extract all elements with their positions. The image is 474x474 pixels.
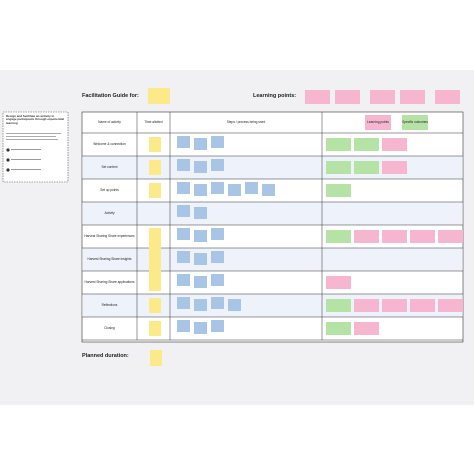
sticky-note [365, 115, 391, 130]
row-shade [82, 202, 463, 225]
sticky-note [211, 159, 224, 171]
column-header: Name of activity [98, 119, 121, 124]
sticky-note [194, 138, 207, 150]
sticky-note [228, 184, 241, 196]
sticky-note [149, 228, 161, 291]
sticky-note [177, 274, 190, 286]
sticky-note [410, 299, 435, 312]
activity-name: Welcome & connection [93, 141, 126, 146]
sticky-note [335, 90, 360, 104]
learning-points-label: Learning points: [253, 93, 297, 99]
sticky-note [211, 136, 224, 148]
note-line [6, 133, 61, 134]
activity-name: Set up points [100, 187, 119, 192]
sticky-note [438, 299, 463, 312]
sticky-note [326, 276, 351, 289]
left-note-title: Design and facilitate an activity to eng… [6, 114, 65, 125]
sticky-note [177, 228, 190, 240]
sticky-note [410, 230, 435, 243]
bullet [6, 168, 10, 172]
sticky-note [354, 322, 379, 335]
sticky-note [194, 322, 207, 334]
sticky-note [228, 299, 241, 311]
outcomes-header: Specific outcomes [402, 119, 428, 124]
sticky-note [382, 161, 407, 174]
bullet [6, 148, 10, 152]
sticky-note [149, 137, 161, 152]
sticky-note [149, 183, 161, 198]
sticky-note [400, 90, 425, 104]
activity-name: Closing [104, 325, 115, 330]
activity-name: Harvest Sharing Share experiences [84, 233, 135, 238]
sticky-note [149, 321, 161, 336]
bullet [6, 158, 10, 162]
sticky-note [211, 274, 224, 286]
note-line [6, 136, 56, 137]
sticky-note [354, 161, 379, 174]
sticky-note [326, 138, 351, 151]
sticky-note [438, 230, 463, 243]
sticky-note [354, 138, 379, 151]
sticky-note [326, 161, 351, 174]
learning-header: Learning points [367, 119, 389, 124]
note-line [11, 159, 41, 160]
activity-name: Harvest Sharing Share applications [84, 279, 135, 284]
sticky-note [194, 161, 207, 173]
sticky-note [194, 276, 207, 288]
sticky-note [382, 138, 407, 151]
sticky-note [194, 253, 207, 265]
sticky-note [211, 297, 224, 309]
activity-name: Set context [101, 164, 118, 169]
sticky-note [370, 90, 395, 104]
sticky-note [148, 88, 170, 104]
row-shade [82, 248, 463, 271]
column-header: Time allotted [144, 119, 163, 124]
sticky-note [177, 320, 190, 332]
left-note-box [2, 111, 69, 183]
sticky-note [382, 299, 407, 312]
sticky-note [305, 90, 330, 104]
sticky-note [435, 90, 460, 104]
column-header: Steps / process being used [226, 119, 266, 124]
sticky-note [211, 251, 224, 263]
sticky-note [177, 251, 190, 263]
sticky-note [177, 205, 190, 217]
planned-duration-label: Planned duration: [82, 353, 129, 359]
sticky-note [326, 230, 351, 243]
sticky-note [354, 299, 379, 312]
sticky-note [149, 298, 161, 313]
sticky-note [326, 184, 351, 197]
sticky-note [326, 322, 351, 335]
activity-name: Reflections [101, 302, 118, 307]
sticky-note [402, 115, 428, 130]
sticky-note [211, 228, 224, 240]
sticky-note [211, 182, 224, 194]
note-line [6, 139, 58, 140]
guide-title: Facilitation Guide for: [82, 93, 139, 99]
note-line [11, 169, 41, 170]
sticky-note [194, 184, 207, 196]
sticky-note [177, 159, 190, 171]
sticky-note [194, 299, 207, 311]
sticky-note [211, 320, 224, 332]
sticky-note [262, 184, 275, 196]
sticky-note [245, 182, 258, 194]
activity-name: Harvest Sharing Share insights [87, 256, 132, 261]
sticky-note [177, 136, 190, 148]
sticky-note [382, 230, 407, 243]
sticky-note [150, 350, 162, 366]
sticky-note [149, 160, 161, 175]
activity-name: Activity [104, 210, 115, 215]
sticky-note [194, 230, 207, 242]
sticky-note [194, 207, 207, 219]
sticky-note [354, 230, 379, 243]
sticky-note [326, 299, 351, 312]
note-line [11, 149, 41, 150]
sticky-note [177, 297, 190, 309]
sticky-note [177, 182, 190, 194]
